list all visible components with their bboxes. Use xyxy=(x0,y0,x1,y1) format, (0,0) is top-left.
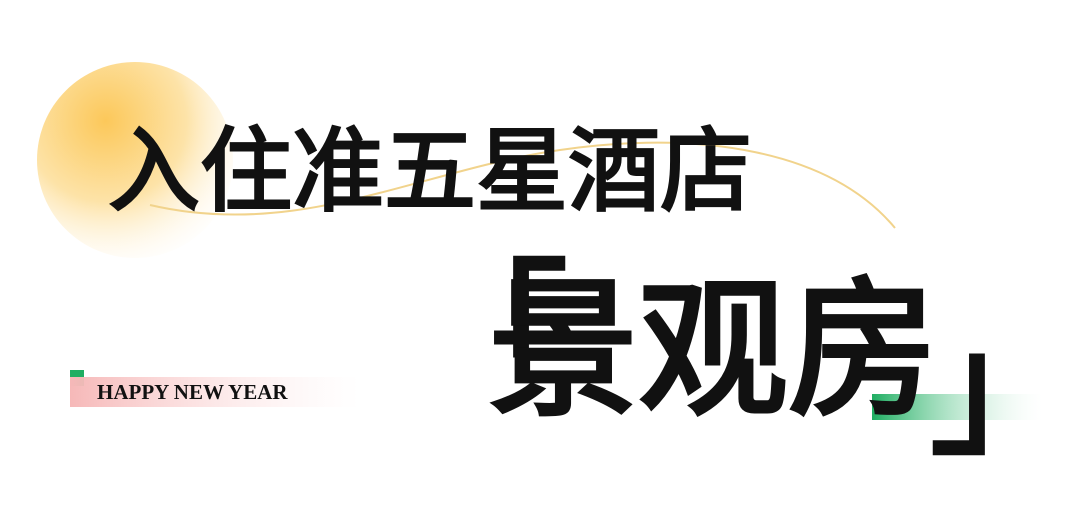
sun-circle xyxy=(37,62,233,258)
green-band xyxy=(872,394,1042,420)
title: 入住准五星酒店 xyxy=(108,121,752,223)
headline: 景观房 xyxy=(488,269,938,435)
gold-curve xyxy=(149,141,896,229)
bracket-close: 」 xyxy=(930,307,1080,473)
tagline: HAPPY NEW YEAR xyxy=(97,380,288,404)
tagline-band xyxy=(70,377,360,407)
bracket-open: 「 xyxy=(418,252,568,418)
